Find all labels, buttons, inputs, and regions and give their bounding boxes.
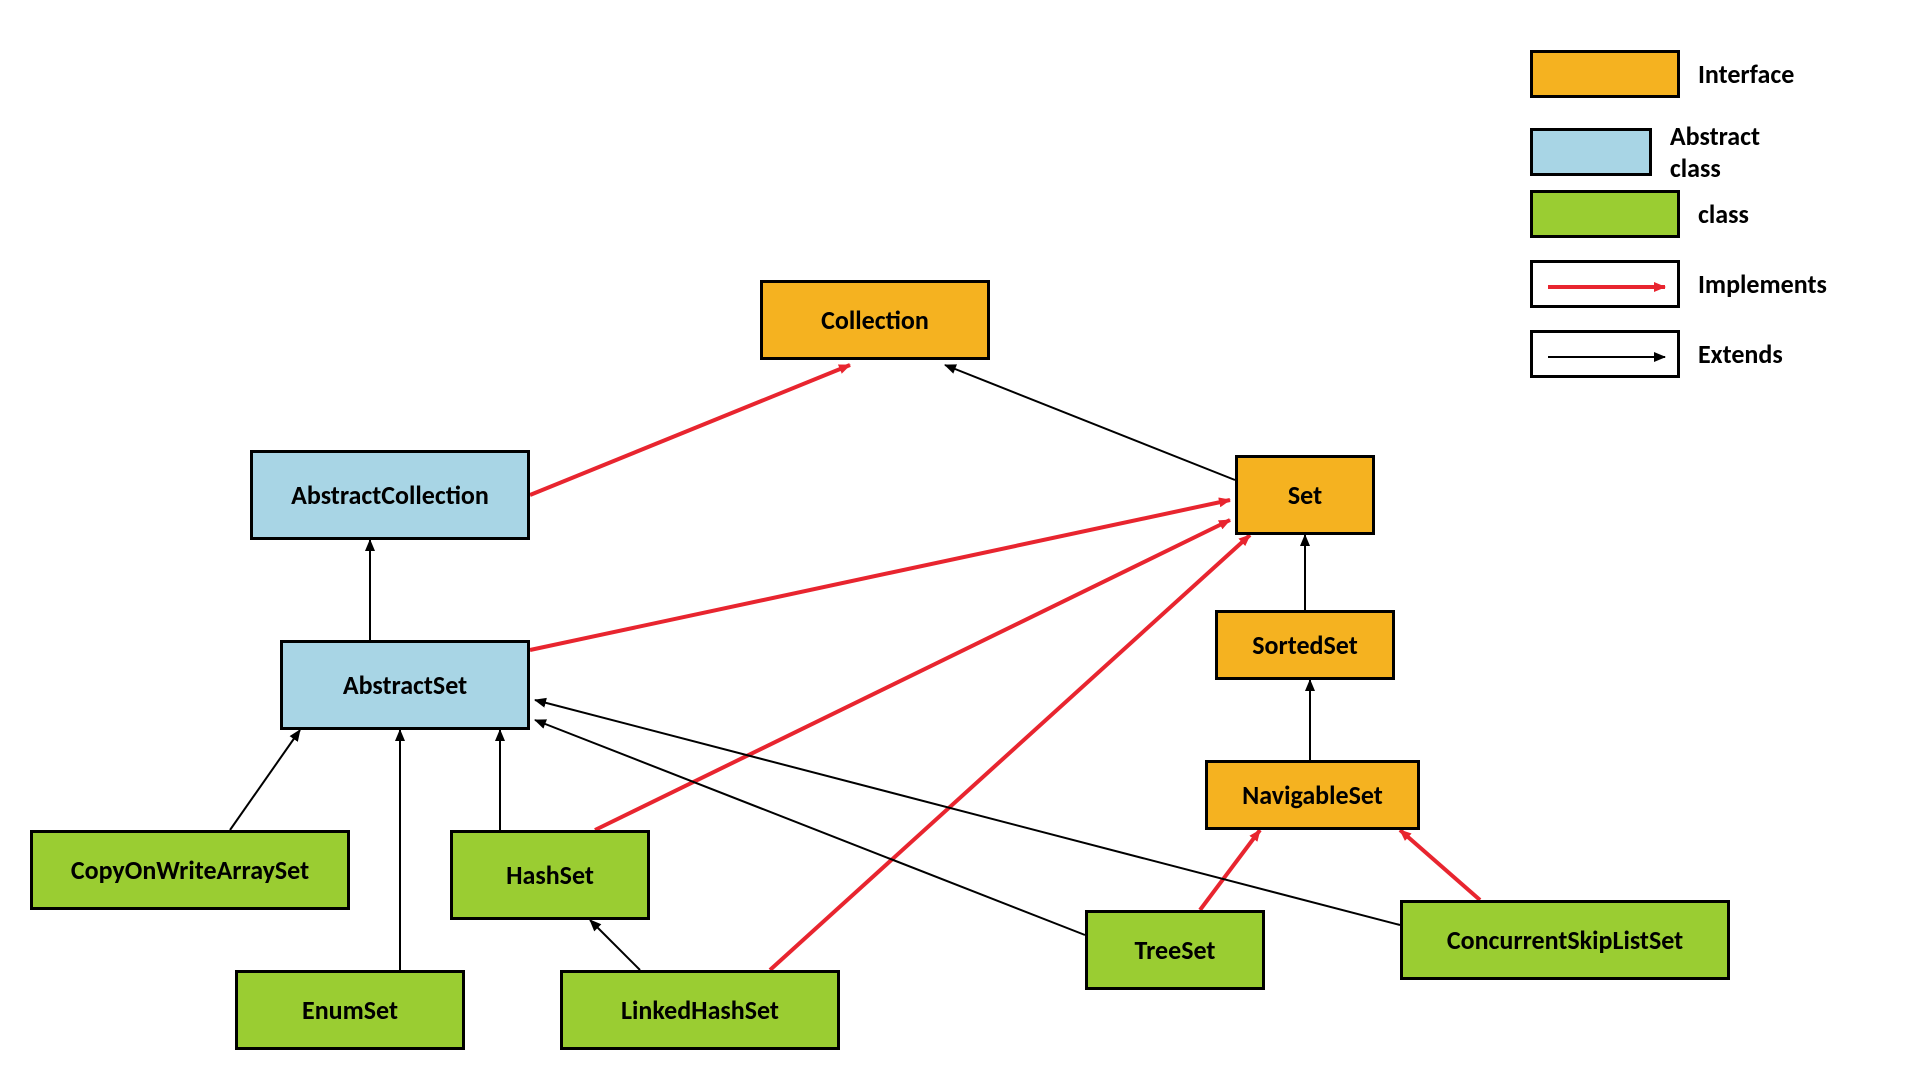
edge-set-to-collection xyxy=(945,365,1235,480)
node-set: Set xyxy=(1235,455,1375,535)
diagram-canvas: Collection AbstractCollection AbstractSet S… xyxy=(0,0,1920,1080)
edge-abstractSet-to-set xyxy=(530,500,1230,650)
node-abstractCollection: AbstractCollection xyxy=(250,450,530,540)
legend-label: Extends xyxy=(1698,338,1783,370)
node-label: AbstractSet xyxy=(343,669,467,701)
node-label: SortedSet xyxy=(1252,629,1357,661)
legend-row-2: class xyxy=(1530,190,1749,238)
edge-linkedHashSet-to-set xyxy=(770,535,1250,970)
legend-swatch xyxy=(1530,50,1680,98)
edge-linkedHashSet-to-hashSet xyxy=(590,920,640,970)
edge-treeSet-to-navigableSet xyxy=(1200,830,1260,910)
legend-row-0: Interface xyxy=(1530,50,1794,98)
legend-label: Interface xyxy=(1698,58,1794,90)
legend-row-3: Implements xyxy=(1530,260,1827,308)
edge-concurrentSkipListSet-to-navigableSet xyxy=(1400,830,1480,900)
node-linkedHashSet: LinkedHashSet xyxy=(560,970,840,1050)
edge-hashSet-to-set xyxy=(595,520,1230,830)
legend-row-1: Abstract class xyxy=(1530,120,1788,184)
node-treeSet: TreeSet xyxy=(1085,910,1265,990)
edge-copyOnWriteArraySet-to-abstractSet xyxy=(230,730,300,830)
node-copyOnWriteArraySet: CopyOnWriteArraySet xyxy=(30,830,350,910)
legend-arrow-box xyxy=(1530,260,1680,308)
edge-abstractCollection-to-collection xyxy=(530,365,850,495)
node-label: ConcurrentSkipListSet xyxy=(1447,924,1683,956)
node-label: EnumSet xyxy=(302,994,398,1026)
node-enumSet: EnumSet xyxy=(235,970,465,1050)
node-navigableSet: NavigableSet xyxy=(1205,760,1420,830)
node-label: CopyOnWriteArraySet xyxy=(71,854,309,886)
node-label: AbstractCollection xyxy=(291,479,489,511)
legend-label: class xyxy=(1698,198,1749,230)
legend-label: Implements xyxy=(1698,268,1827,300)
legend-arrow-box xyxy=(1530,330,1680,378)
legend-row-4: Extends xyxy=(1530,330,1783,378)
legend-label: Abstract class xyxy=(1670,120,1788,184)
node-concurrentSkipListSet: ConcurrentSkipListSet xyxy=(1400,900,1730,980)
node-sortedSet: SortedSet xyxy=(1215,610,1395,680)
node-hashSet: HashSet xyxy=(450,830,650,920)
node-label: NavigableSet xyxy=(1242,779,1383,811)
node-abstractSet: AbstractSet xyxy=(280,640,530,730)
legend-swatch xyxy=(1530,128,1652,176)
node-label: LinkedHashSet xyxy=(621,994,779,1026)
node-label: Set xyxy=(1288,479,1322,511)
node-collection: Collection xyxy=(760,280,990,360)
node-label: TreeSet xyxy=(1135,934,1216,966)
legend-swatch xyxy=(1530,190,1680,238)
node-label: HashSet xyxy=(506,859,594,891)
node-label: Collection xyxy=(821,304,929,336)
